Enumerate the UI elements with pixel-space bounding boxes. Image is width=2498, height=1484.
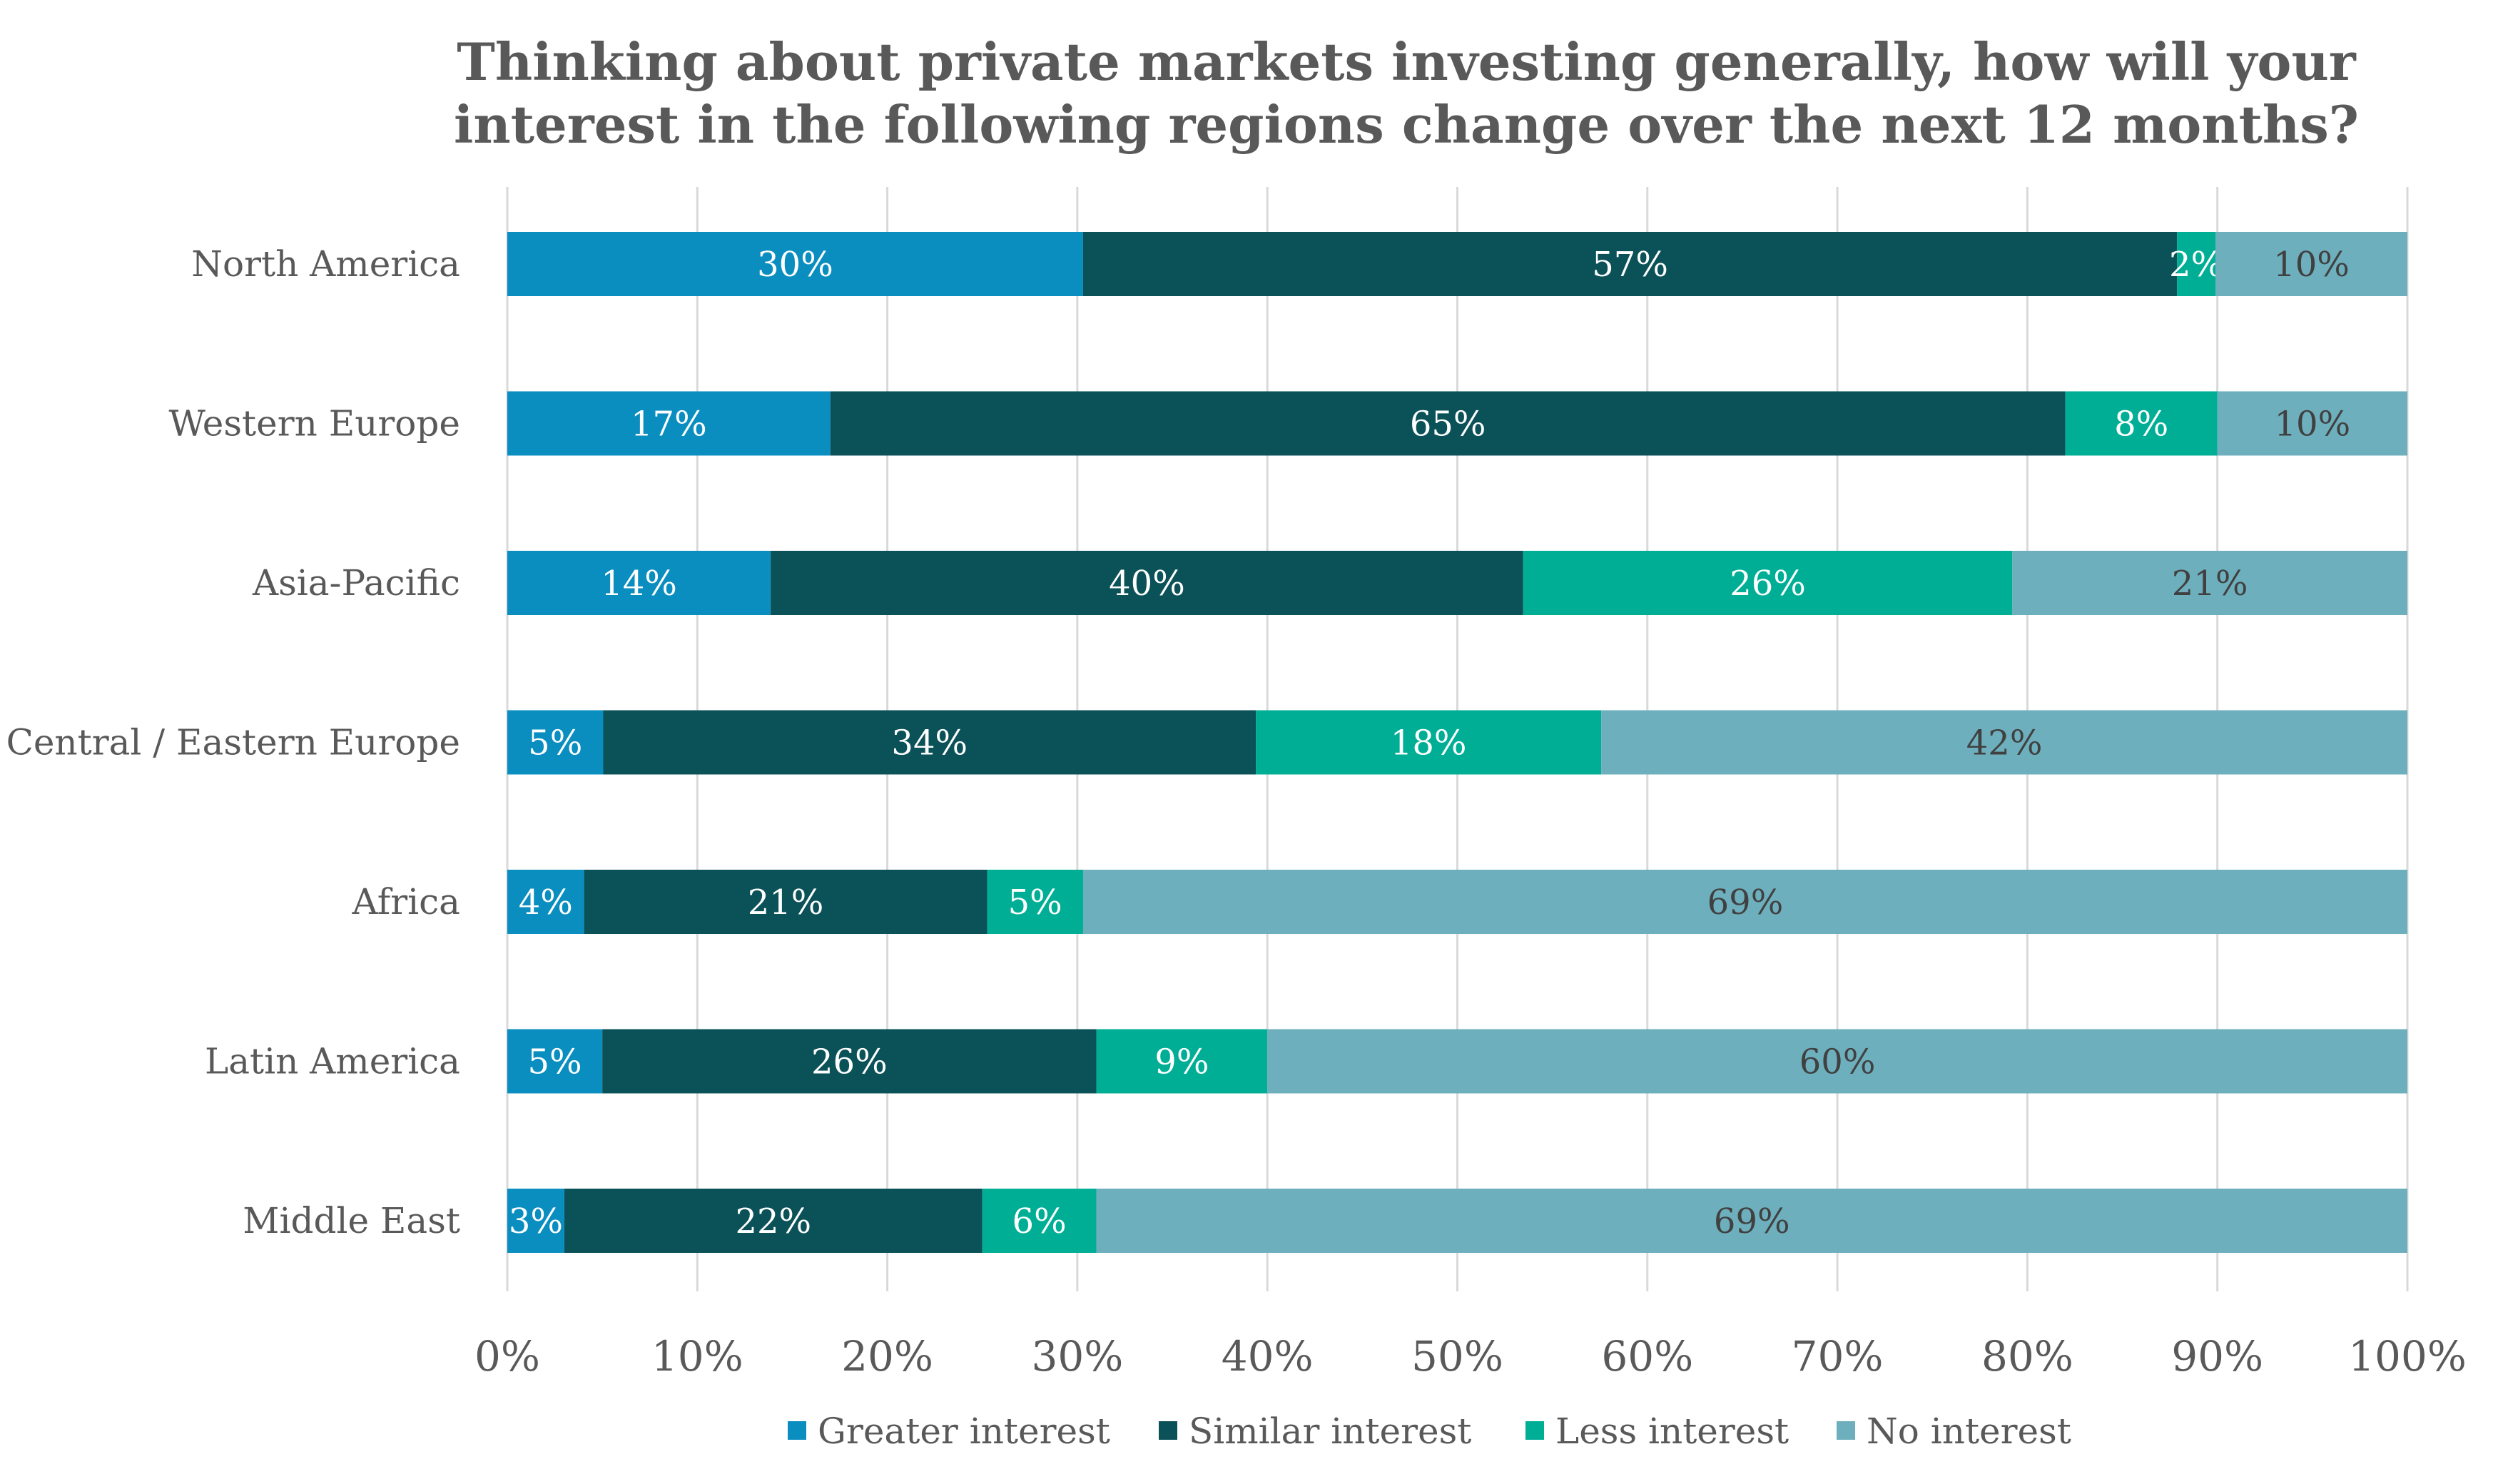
bar-segment — [982, 1189, 1097, 1253]
bar-segment — [1096, 1029, 1268, 1094]
x-tick-label: 10% — [651, 1332, 743, 1381]
bars: 30% 57% 2% 10% 17% 65% 8% 10% 14% 40% 26% 21% 5% 34% 1… — [507, 232, 2407, 1253]
data-label: 60% — [1799, 1042, 1876, 1082]
legend-swatch — [1837, 1421, 1855, 1440]
x-tick-label: 60% — [1601, 1332, 1693, 1381]
bar-segment — [507, 1029, 603, 1094]
data-label: 14% — [601, 564, 677, 604]
bar-segment — [507, 551, 771, 615]
x-tick-label: 80% — [1981, 1332, 2073, 1381]
data-label: 3% — [509, 1201, 563, 1241]
data-label: 17% — [631, 405, 707, 444]
chart-title: Thinking about private markets investing… — [454, 31, 2359, 155]
data-label: 5% — [528, 723, 582, 763]
bar-segment — [2217, 391, 2407, 456]
x-tick-label: 40% — [1222, 1332, 1314, 1381]
category-label: Latin America — [205, 1041, 460, 1082]
bar-segment — [507, 391, 831, 456]
x-tick-label: 0% — [474, 1332, 540, 1381]
chart-title-line-2: interest in the following regions change… — [454, 94, 2359, 155]
bar-segment — [1523, 551, 2013, 615]
data-label: 9% — [1154, 1042, 1209, 1082]
bar-segment — [603, 710, 1256, 775]
x-tick-label: 30% — [1031, 1332, 1123, 1381]
bar-segment — [1082, 232, 2178, 296]
data-label: 4% — [519, 883, 573, 923]
bar-segment — [1267, 1029, 2407, 1094]
legend-label: Less interest — [1555, 1411, 1789, 1452]
bar-segment — [2065, 391, 2218, 456]
bar-segment — [1082, 870, 2407, 934]
data-label: 21% — [2172, 564, 2248, 604]
legend: Greater interest Similar interest Less int… — [788, 1411, 2071, 1452]
bar-segment — [1256, 710, 1602, 775]
data-label: 2% — [2169, 245, 2223, 285]
x-tick-label: 20% — [841, 1332, 933, 1381]
bar-segment — [564, 1189, 983, 1253]
bar-segment — [2215, 232, 2407, 296]
x-tick-label: 90% — [2171, 1332, 2263, 1381]
data-label: 69% — [1707, 883, 1784, 923]
data-label: 8% — [2114, 405, 2168, 444]
chart-title-line-1: Thinking about private markets investing… — [457, 31, 2357, 92]
data-label: 57% — [1592, 245, 1668, 285]
bar-segment — [830, 391, 2066, 456]
legend-label: Similar interest — [1189, 1411, 1471, 1452]
data-label: 10% — [2275, 405, 2351, 444]
data-label: 21% — [748, 883, 824, 923]
category-labels: North America Western Europe Asia-Pacific C… — [6, 243, 460, 1241]
data-label: 34% — [891, 723, 968, 763]
bar-segment — [507, 870, 584, 934]
bar-segment — [507, 232, 1083, 296]
x-tick-label: 50% — [1411, 1332, 1503, 1381]
category-label: Middle East — [243, 1200, 460, 1241]
legend-swatch — [1159, 1421, 1177, 1440]
bar-segment — [1096, 1189, 2407, 1253]
data-label: 42% — [1966, 723, 2043, 763]
bar-segment — [2177, 232, 2216, 296]
data-label: 26% — [811, 1042, 888, 1082]
data-label: 5% — [1008, 883, 1062, 923]
bar-segment — [507, 710, 604, 775]
bar-segment — [987, 870, 1083, 934]
data-label: 40% — [1109, 564, 1185, 604]
x-axis-tick-labels: 0% 10% 20% 30% 40% 50% 60% 70% 80% 90% 100% — [474, 1332, 2467, 1381]
data-label: 22% — [735, 1201, 811, 1241]
category-label: Asia-Pacific — [252, 562, 460, 604]
data-label: 26% — [1730, 564, 1806, 604]
x-tick-label: 100% — [2348, 1332, 2467, 1381]
data-label: 10% — [2273, 245, 2350, 285]
legend-swatch — [1525, 1421, 1544, 1440]
bar-segment — [507, 1189, 564, 1253]
data-label: 69% — [1714, 1201, 1790, 1241]
data-label: 65% — [1410, 405, 1486, 444]
category-label: Western Europe — [168, 403, 460, 444]
data-label: 6% — [1012, 1201, 1067, 1241]
bar-segment — [2012, 551, 2407, 615]
legend-swatch — [788, 1421, 806, 1440]
legend-label: No interest — [1867, 1411, 2071, 1452]
bar-segment — [771, 551, 1523, 615]
bar-segment — [584, 870, 987, 934]
data-label: 30% — [757, 245, 833, 285]
category-label: Central / Eastern Europe — [6, 722, 460, 763]
bar-segment — [1601, 710, 2407, 775]
x-tick-label: 70% — [1792, 1332, 1884, 1381]
bar-segment — [602, 1029, 1097, 1094]
data-label: 5% — [527, 1042, 582, 1082]
category-label: North America — [191, 243, 460, 285]
data-label: 18% — [1391, 723, 1467, 763]
legend-label: Greater interest — [818, 1411, 1110, 1452]
category-label: Africa — [352, 881, 460, 923]
